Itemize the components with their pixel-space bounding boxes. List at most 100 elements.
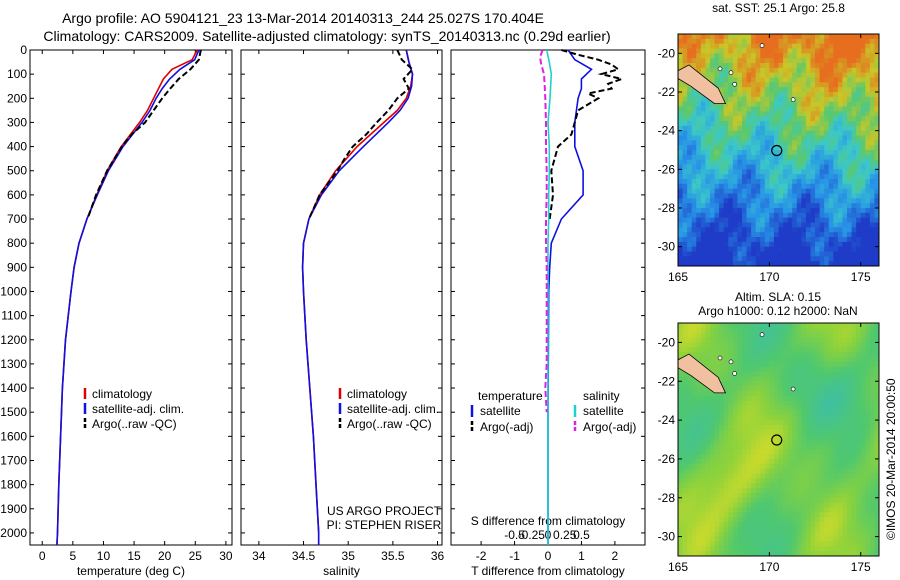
map-cell: [801, 327, 807, 334]
map-cell: [833, 492, 839, 499]
map-cell: [682, 468, 688, 474]
island: [759, 332, 765, 337]
map-cell: [741, 371, 747, 377]
map-cell: [833, 198, 839, 204]
map-cell: [815, 227, 821, 233]
map-cell: [687, 145, 693, 151]
map-cell: [805, 415, 811, 421]
map-cell: [860, 536, 866, 542]
map-cell: [833, 405, 839, 411]
map-cell: [769, 468, 775, 474]
map-cell: [792, 444, 798, 450]
map-cell: [737, 492, 743, 499]
map-cell: [755, 246, 761, 252]
map-cell: [851, 227, 857, 233]
map-cell: [819, 492, 825, 499]
map-cell: [828, 376, 834, 382]
map-cell: [783, 222, 789, 228]
map-cell: [728, 237, 734, 243]
map-cell: [737, 386, 743, 392]
map-cell: [728, 327, 734, 334]
map-cell: [737, 381, 743, 387]
map-cell: [856, 323, 862, 329]
map-cell: [678, 261, 683, 267]
map-cell: [751, 251, 757, 257]
map-cell: [755, 217, 761, 223]
map-cell: [700, 174, 706, 180]
map-cell: [874, 512, 880, 518]
map-cell: [696, 541, 702, 547]
map-cell: [723, 497, 729, 503]
map-cell: [723, 48, 729, 54]
map-cell: [732, 67, 738, 74]
map-cell: [837, 517, 843, 523]
map-cell: [837, 208, 843, 214]
map-cell: [874, 116, 880, 122]
map-cell: [719, 121, 725, 127]
map-cell: [719, 454, 725, 460]
map-cell: [728, 531, 734, 537]
map-cell: [824, 342, 830, 348]
map-cell: [842, 217, 848, 223]
map-cell: [714, 352, 720, 358]
map-cell: [815, 449, 821, 455]
map-cell: [728, 77, 734, 83]
map-cell: [842, 323, 848, 329]
map-cell: [787, 87, 793, 93]
map-cell: [856, 386, 862, 392]
map-cell: [741, 58, 747, 64]
map-cell: [778, 366, 784, 372]
map-cell: [755, 179, 761, 185]
map-cell: [842, 77, 848, 83]
map-cell: [860, 256, 866, 262]
map-cell: [769, 342, 775, 348]
map-cell: [842, 251, 848, 257]
map-cell: [851, 444, 857, 450]
map-cell: [824, 386, 830, 392]
map-cell: [732, 246, 738, 252]
map-cell: [787, 106, 793, 112]
map-cell: [755, 381, 761, 387]
map-cell: [678, 327, 683, 334]
map-cell: [847, 125, 852, 132]
map-cell: [801, 198, 807, 204]
map-cell: [815, 58, 821, 64]
map-cell: [851, 502, 857, 508]
map-cell: [787, 111, 793, 117]
map-cell: [737, 159, 743, 165]
map-cell: [723, 72, 729, 78]
map-cell: [837, 154, 843, 161]
map-cell: [700, 125, 706, 132]
map-cell: [815, 478, 821, 484]
map-cell: [860, 337, 866, 343]
legend-label: satellite: [480, 404, 521, 418]
map-cell: [874, 203, 880, 209]
map-cell: [819, 512, 825, 518]
map-cell: [792, 232, 798, 238]
map-cell: [828, 159, 834, 165]
map-cell: [865, 237, 871, 243]
map-cell: [773, 458, 779, 465]
map-cell: [732, 546, 738, 552]
argo-position-marker: [771, 434, 783, 446]
map-cell: [719, 410, 725, 416]
map-cell: [728, 517, 734, 523]
map-cell: [810, 237, 816, 243]
map-cell: [691, 468, 697, 474]
map-cell: [751, 454, 757, 460]
map-cell: [723, 439, 729, 445]
map-cell: [833, 125, 839, 132]
map-cell: [696, 332, 702, 338]
map-cell: [810, 101, 816, 107]
map-cell: [746, 415, 752, 421]
map-cell: [696, 227, 702, 233]
map-cell: [691, 101, 697, 107]
map-cell: [874, 381, 880, 387]
map-cell: [792, 323, 798, 329]
map-cell: [810, 96, 816, 103]
map-cell: [773, 63, 779, 69]
map-cell: [837, 193, 843, 199]
map-cell: [869, 169, 875, 175]
map-cell: [709, 347, 715, 353]
map-cell: [769, 159, 775, 165]
